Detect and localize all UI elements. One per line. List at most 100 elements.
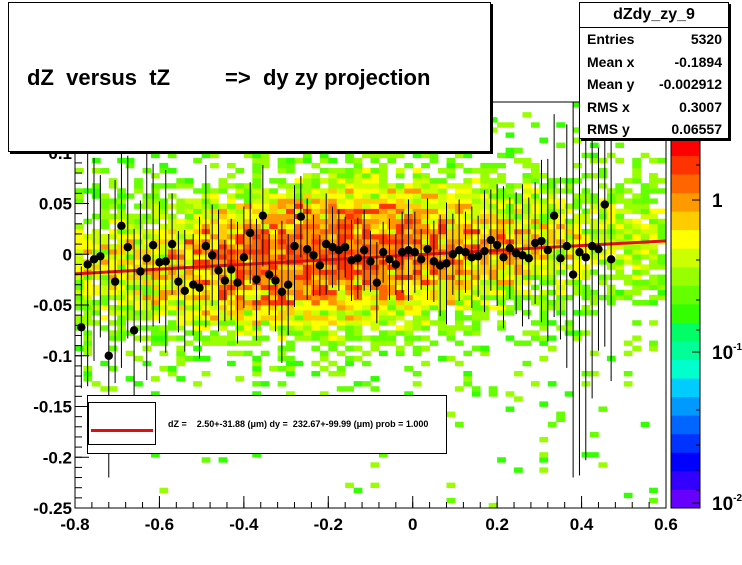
heatmap-cell (345, 299, 354, 306)
y-tick-label: -0.25 (33, 499, 72, 518)
heatmap-cell (159, 244, 169, 250)
stats-row: Mean x -0.1894 (580, 51, 728, 74)
heatmap-cell (438, 315, 447, 321)
heatmap-cell (218, 223, 228, 230)
heatmap-cell (235, 305, 245, 311)
heatmap-cell (412, 233, 422, 240)
profile-point (448, 250, 458, 259)
heatmap-cell (150, 198, 160, 204)
heatmap-cell (514, 147, 523, 154)
palette-swatch (671, 174, 700, 194)
heatmap-cell (100, 360, 110, 367)
heatmap-cell (421, 228, 430, 235)
heatmap-cell (404, 299, 414, 306)
heatmap-cell (539, 137, 549, 143)
heatmap-cell (226, 320, 236, 326)
heatmap-cell (488, 305, 498, 311)
heatmap-cell (370, 320, 380, 326)
heatmap-cell (488, 167, 498, 174)
heatmap-cell (514, 223, 523, 230)
heatmap-cell (471, 279, 481, 286)
heatmap-cell (446, 279, 456, 286)
heatmap-cell (345, 355, 354, 362)
heatmap-cell (353, 381, 363, 387)
heatmap-cell (150, 188, 160, 194)
heatmap-cell (184, 279, 194, 286)
heatmap-cell (547, 249, 557, 255)
heatmap-cell (311, 289, 321, 296)
heatmap-cell (438, 244, 447, 250)
heatmap-cell (260, 152, 270, 159)
heatmap-cell (387, 264, 397, 270)
heatmap-cell (446, 284, 456, 291)
heatmap-cell (243, 325, 253, 331)
heatmap-cell (497, 269, 506, 275)
heatmap-cell (226, 213, 236, 220)
heatmap-cell (370, 294, 380, 301)
heatmap-cell (260, 294, 270, 301)
heatmap-cell (311, 335, 321, 341)
heatmap-cell (311, 244, 321, 250)
fit-legend-swatch (88, 402, 156, 445)
heatmap-cell (463, 325, 473, 331)
heatmap-cell (260, 157, 270, 164)
heatmap-cell (640, 193, 650, 199)
heatmap-cell (649, 208, 658, 214)
heatmap-cell (362, 183, 371, 189)
heatmap-cell (547, 218, 557, 225)
heatmap-cell (362, 294, 371, 301)
heatmap-cell (438, 325, 447, 331)
heatmap-cell (640, 279, 650, 286)
heatmap-cell (370, 198, 380, 204)
heatmap-cell (286, 355, 295, 362)
heatmap-cell (421, 223, 430, 230)
heatmap-cell (497, 274, 506, 280)
heatmap-cell (328, 305, 338, 311)
heatmap-cell (125, 218, 135, 225)
heatmap-cell (336, 178, 346, 184)
heatmap-cell (378, 289, 388, 296)
heatmap-cell (590, 233, 599, 240)
heatmap-cell (522, 279, 532, 286)
heatmap-cell (252, 452, 262, 458)
heatmap-cell (657, 259, 667, 265)
heatmap-cell (226, 335, 236, 341)
heatmap-cell (522, 183, 532, 189)
heatmap-cell (615, 218, 625, 225)
profile-point (189, 280, 198, 289)
heatmap-cell (260, 218, 270, 225)
heatmap-cell (184, 213, 194, 220)
heatmap-cell (446, 274, 456, 280)
heatmap-cell (100, 305, 110, 311)
profile-point (410, 248, 420, 257)
heatmap-cell (286, 269, 295, 275)
heatmap-cell (395, 294, 405, 301)
heatmap-cell (395, 239, 405, 245)
heatmap-cell (125, 284, 135, 291)
heatmap-cell (471, 284, 481, 291)
heatmap-cell (252, 162, 262, 169)
heatmap-cell (590, 152, 599, 159)
heatmap-cell (598, 462, 608, 468)
heatmap-cell (429, 340, 439, 346)
heatmap-cell (75, 223, 84, 230)
heatmap-cell (387, 340, 397, 346)
heatmap-cell (184, 178, 194, 184)
heatmap-cell (378, 299, 388, 306)
heatmap-cell (345, 386, 354, 392)
heatmap-cell (615, 294, 625, 301)
heatmap-cell (573, 228, 582, 235)
profile-point (290, 241, 299, 251)
heatmap-cell (336, 365, 346, 372)
heatmap-cell (463, 244, 473, 250)
heatmap-cell (218, 244, 228, 250)
heatmap-cell (598, 233, 608, 240)
heatmap-cell (210, 284, 219, 291)
heatmap-cell (395, 223, 405, 230)
heatmap-cell (125, 315, 135, 321)
heatmap-cell (657, 188, 667, 194)
heatmap-cell (286, 340, 295, 346)
profile-point (271, 276, 280, 285)
heatmap-cell (269, 244, 278, 250)
heatmap-cell (590, 269, 599, 275)
